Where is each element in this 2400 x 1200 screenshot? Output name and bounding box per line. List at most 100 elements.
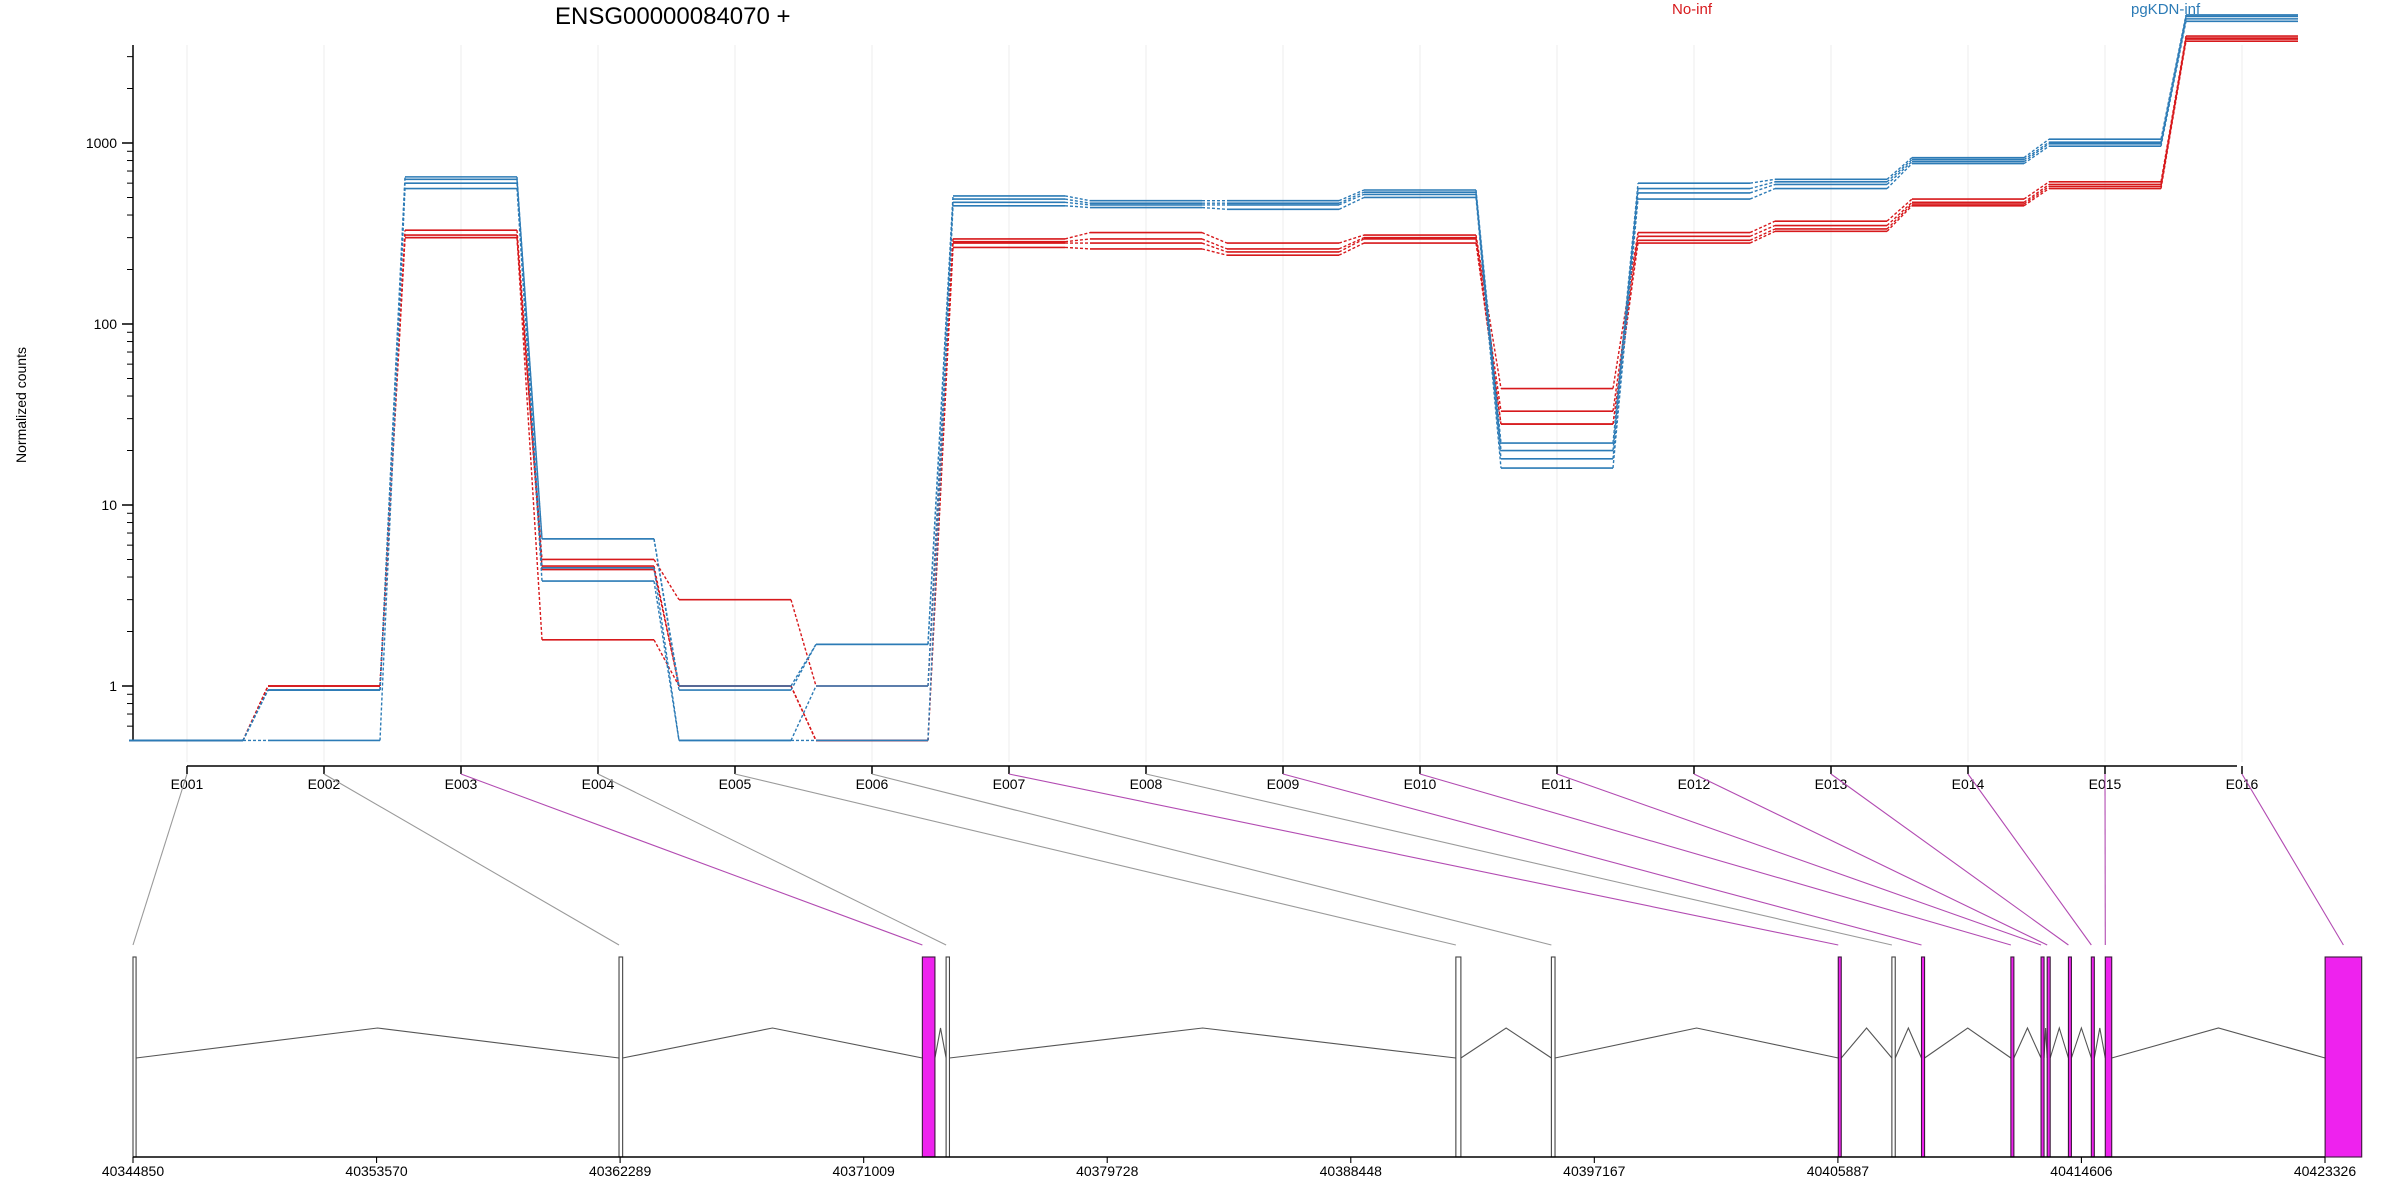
series-transition (2160, 21, 2187, 147)
series-transition (1201, 206, 1228, 211)
series-transition (1886, 205, 1913, 232)
exon-connector (1693, 773, 2048, 946)
series-transition (927, 247, 954, 741)
legend-item-no-inf: No-inf (1672, 1, 1713, 18)
series-transition (2160, 14, 2187, 140)
exon-connector (132, 773, 188, 946)
series-transition (1886, 163, 1913, 190)
series-transition (2160, 18, 2187, 144)
x-tick-label: E012 (1678, 776, 1711, 792)
series-transition (1475, 197, 1502, 469)
intron (2070, 1026, 2092, 1059)
series-transition (1338, 238, 1365, 253)
series-transition (790, 599, 817, 687)
series-transition (1886, 203, 1913, 230)
y-tick-label: 10 (101, 497, 117, 513)
series-transition (927, 199, 954, 645)
series-transition (1338, 189, 1365, 202)
exon-box-e004 (945, 956, 951, 1158)
series-transition (2023, 141, 2050, 161)
exon-box-e003 (921, 956, 936, 1158)
coordinate-label: 40371009 (833, 1163, 896, 1179)
series-transition (927, 241, 954, 741)
series-transition (1612, 232, 1639, 389)
series-transition (1338, 191, 1365, 204)
series-transition (927, 243, 954, 741)
exon-box-e016 (2324, 956, 2363, 1158)
series-transition (2023, 138, 2050, 159)
series-transition (1064, 205, 1091, 209)
vertical-grid (186, 45, 2243, 762)
series-transition (1749, 224, 1776, 237)
series-transition (2023, 183, 2050, 203)
series-transition (1338, 196, 1365, 210)
series-transition (927, 202, 954, 687)
x-tick-label: E002 (308, 776, 341, 792)
x-tick-label: E005 (719, 776, 752, 792)
series-transition (1338, 193, 1365, 206)
series-transition (1201, 231, 1228, 244)
intron (949, 1027, 1456, 1059)
exon-box-e008 (1891, 956, 1896, 1158)
series-transition (1064, 246, 1091, 250)
series-transition (2023, 181, 2050, 200)
exon-connector (323, 773, 620, 946)
exon-box-e014 (2090, 956, 2095, 1158)
intron (2111, 1027, 2326, 1059)
x-tick-label: E004 (582, 776, 615, 792)
intron (1554, 1027, 1839, 1059)
series-transition (1338, 242, 1365, 256)
exon-connectors (132, 773, 2344, 946)
intron (2093, 1027, 2106, 1059)
x-tick-label: E014 (1952, 776, 1985, 792)
series-transition (1064, 238, 1091, 243)
intron (934, 1027, 947, 1059)
series-transition (1338, 234, 1365, 244)
x-tick-label: E001 (171, 776, 204, 792)
coordinate-label: 40344850 (102, 1163, 165, 1179)
series-transition (379, 188, 406, 741)
series-transition (927, 205, 954, 741)
series-transition (1749, 181, 1776, 190)
coordinate-label: 40379728 (1076, 1163, 1139, 1179)
exon-connector (734, 773, 1456, 946)
exon-box-e002 (618, 956, 624, 1158)
exon-box-e011 (2040, 956, 2045, 1158)
x-tick-label: E016 (2226, 776, 2259, 792)
x-tick-label: E013 (1815, 776, 1848, 792)
x-tick-label: E003 (445, 776, 478, 792)
series-pgkdn-inf-5 (129, 14, 2298, 742)
x-tick-label: E011 (1541, 776, 1573, 792)
series-transition (1886, 161, 1913, 185)
intron (1894, 1026, 1922, 1059)
series-transition (1749, 187, 1776, 200)
intron (1924, 1027, 2012, 1059)
exon-connector (871, 773, 1552, 946)
series-transition (653, 580, 680, 741)
series-transition (790, 643, 817, 687)
exon-connector (1419, 773, 2012, 946)
series-transition (1064, 198, 1091, 204)
genome-coordinate-axis: 40344850 40353570 40362289 40371009 40379728… (102, 1156, 2357, 1179)
series-transition (1749, 230, 1776, 244)
exon-box-e012 (2046, 956, 2051, 1158)
exon-connector (1830, 773, 2069, 946)
y-ticks: 1 10 100 1000 (86, 56, 133, 727)
exon-connector (1008, 773, 1839, 946)
series-transition (1612, 236, 1639, 412)
series-transition (2023, 185, 2050, 205)
series-transition (1749, 183, 1776, 194)
series-transition (2023, 188, 2050, 207)
exon-box-e001 (132, 956, 137, 1158)
exon-box-e013 (2067, 956, 2072, 1158)
coordinate-label: 40423326 (2294, 1163, 2357, 1179)
series-no-inf-2 (129, 37, 2298, 742)
series-transition (1612, 188, 1639, 451)
series-transition (379, 183, 406, 691)
series-transition (2023, 143, 2050, 163)
intron (2049, 1026, 2069, 1059)
series-transition (1201, 248, 1228, 256)
series-no-inf-3 (129, 38, 2298, 742)
series-no-inf-1 (129, 35, 2298, 742)
